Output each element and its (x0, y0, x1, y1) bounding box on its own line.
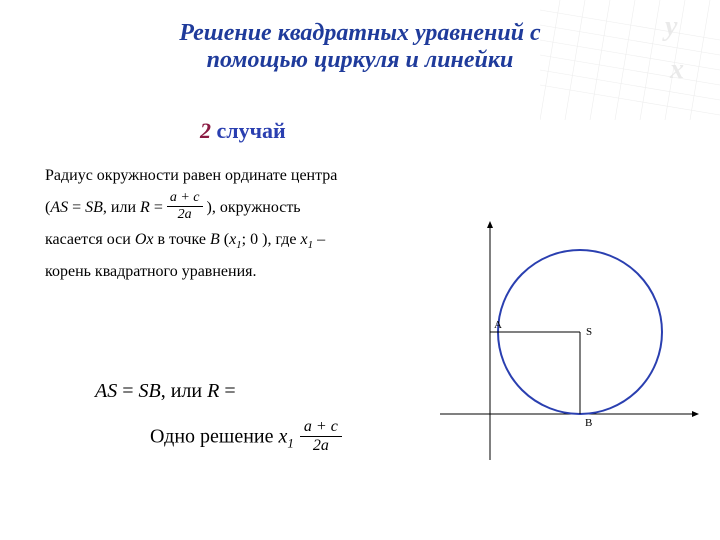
title-line2: помощью циркуля и линейки (207, 47, 514, 73)
equation-one-solution: Одно решение x1a + c2a (150, 420, 342, 456)
para-line4: корень квадратного уравнения. (45, 263, 257, 280)
page-title: Решение квадратных уравнений с помощью ц… (90, 20, 630, 74)
geometry-diagram: S A B (440, 220, 700, 460)
label-a: A (494, 319, 502, 331)
fraction-big: a + c2a (300, 418, 342, 454)
title-line1: Решение квадратных уравнений с (179, 20, 540, 46)
equation-as-sb: AS = SB, или R = (95, 380, 236, 403)
label-s: S (586, 326, 592, 338)
fraction-inline: a + c2a (167, 190, 203, 222)
description-paragraph: Радиус окружности равен ординате центра … (45, 160, 415, 288)
svg-text:y: y (662, 11, 678, 42)
case-number: 2 (200, 118, 211, 143)
para-line1: Радиус окружности равен ординате центра (45, 167, 337, 184)
svg-text:x: x (669, 54, 684, 85)
case-word: случай (217, 118, 286, 143)
case-subtitle: 2 случай (200, 118, 286, 144)
label-b: B (585, 417, 592, 429)
